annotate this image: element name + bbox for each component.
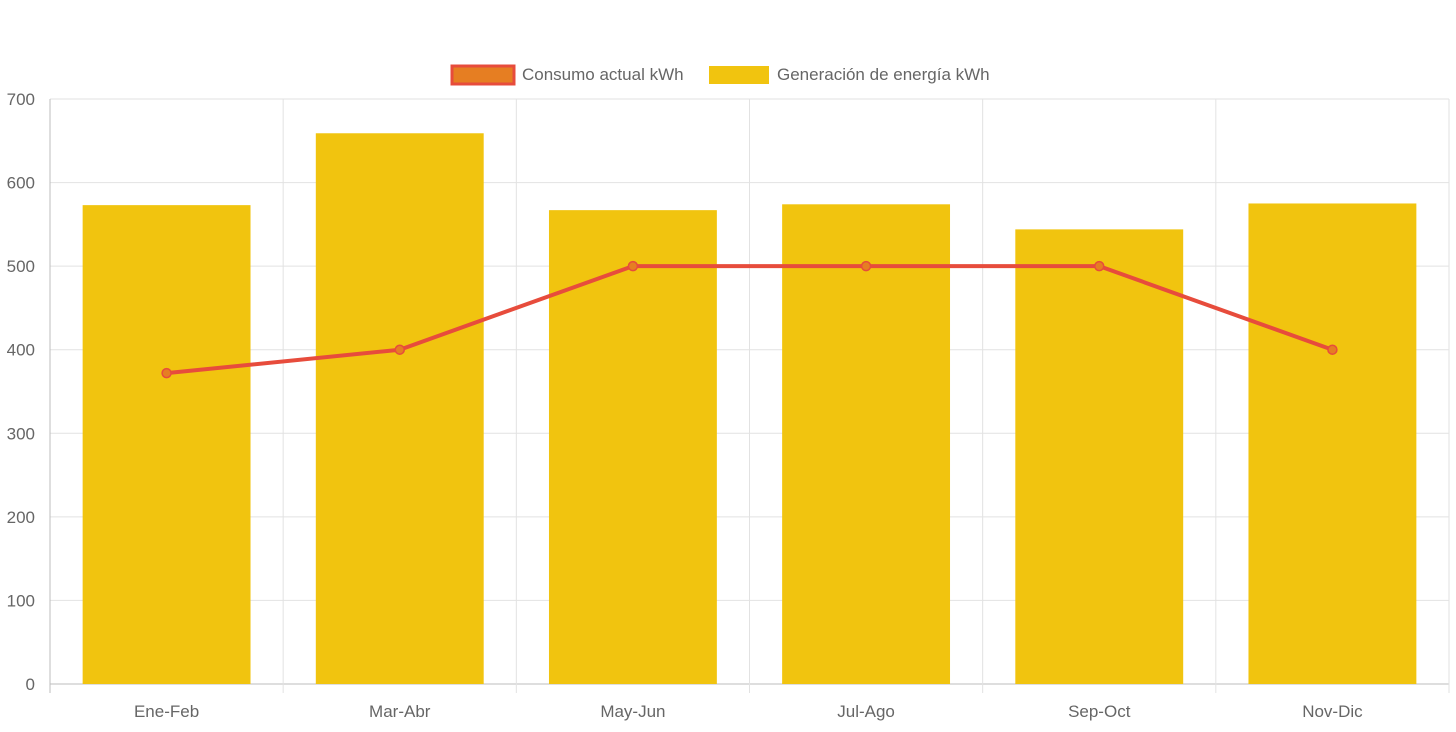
legend-swatch-consumo[interactable]	[450, 64, 516, 86]
y-tick-label: 0	[26, 675, 35, 694]
bar-may-jun[interactable]	[548, 210, 717, 684]
legend: Consumo actual kWh Generación de energía…	[450, 64, 990, 86]
y-tick-label: 500	[7, 257, 35, 276]
consumo-point-jul-ago[interactable]	[860, 260, 872, 272]
consumo-point-mar-abr[interactable]	[394, 344, 405, 355]
axes: 0 100 200 300 400 500 600 700 Ene-Feb Mar-Abr May-…	[7, 90, 1364, 721]
consumo-point-may-jun[interactable]	[627, 260, 639, 272]
bar-ene-feb[interactable]	[82, 205, 251, 684]
y-tick-label: 600	[7, 174, 35, 193]
legend-swatch-generacion[interactable]	[709, 66, 769, 84]
x-tick-label: May-Jun	[600, 702, 665, 721]
bar-sep-oct[interactable]	[1015, 229, 1184, 684]
x-tick-label: Sep-Oct	[1068, 702, 1131, 721]
bar-jul-ago[interactable]	[782, 204, 951, 685]
y-tick-label: 100	[7, 591, 35, 610]
grid	[49, 98, 1450, 693]
x-tick-label: Jul-Ago	[837, 702, 895, 721]
bar-mar-abr[interactable]	[315, 133, 484, 684]
y-tick-label: 300	[7, 424, 35, 443]
consumo-point-ene-feb[interactable]	[161, 367, 172, 379]
consumo-line	[166, 264, 1334, 376]
y-tick-label: 200	[7, 508, 35, 527]
consumo-point-sep-oct[interactable]	[1094, 260, 1105, 272]
legend-label-consumo[interactable]: Consumo actual kWh	[522, 65, 684, 84]
x-tick-label: Mar-Abr	[369, 702, 431, 721]
y-tick-label: 400	[7, 341, 35, 360]
legend-label-generacion[interactable]: Generación de energía kWh	[777, 65, 990, 84]
line-series-consumo	[161, 260, 1338, 379]
x-tick-label: Ene-Feb	[134, 702, 199, 721]
y-tick-label: 700	[7, 90, 35, 109]
x-tick-label: Nov-Dic	[1302, 702, 1363, 721]
consumo-point-nov-dic[interactable]	[1327, 344, 1338, 355]
bar-nov-dic[interactable]	[1248, 203, 1417, 684]
bar-series-generacion	[82, 133, 1417, 685]
